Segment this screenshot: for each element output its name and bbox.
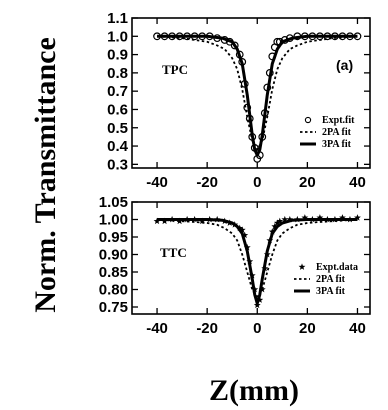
x-axis-label: Z(mm) bbox=[209, 374, 299, 407]
data-point bbox=[241, 231, 249, 239]
legend-label: 3PA fit bbox=[316, 286, 346, 297]
data-point bbox=[354, 214, 361, 221]
x-tick-label: 0 bbox=[253, 174, 261, 191]
data-point bbox=[301, 214, 309, 221]
panel-label: TTC bbox=[160, 245, 187, 260]
y-tick-label: 0.80 bbox=[99, 282, 128, 299]
data-point bbox=[316, 214, 324, 221]
legend-label: 2PA fit bbox=[316, 274, 346, 285]
legend-marker bbox=[298, 263, 306, 270]
legend-marker bbox=[304, 116, 312, 124]
data-point bbox=[286, 215, 294, 223]
data-point bbox=[276, 217, 284, 225]
y-tick-label: 0.4 bbox=[107, 138, 129, 155]
legend-label: 3PA fit bbox=[322, 139, 352, 150]
y-tick-label: 0.7 bbox=[107, 83, 128, 100]
y-tick-label: 1.05 bbox=[99, 194, 128, 211]
data-point bbox=[281, 215, 289, 223]
3pa-fit-line bbox=[157, 218, 358, 305]
y-tick-label: 0.75 bbox=[99, 299, 128, 316]
legend-label: 2PA fit bbox=[322, 127, 352, 138]
x-tick-label: 0 bbox=[253, 320, 261, 337]
x-tick-label: -20 bbox=[196, 320, 218, 337]
data-point bbox=[230, 41, 239, 50]
y-tick-label: 0.90 bbox=[99, 247, 128, 264]
y-tick-label: 1.1 bbox=[107, 10, 128, 27]
x-tick-label: -20 bbox=[196, 174, 218, 191]
x-tick-label: -40 bbox=[146, 174, 168, 191]
panel-label: TPC bbox=[162, 62, 188, 77]
y-tick-label: 0.3 bbox=[107, 156, 128, 173]
plot-frame bbox=[131, 17, 371, 169]
x-tick-label: -40 bbox=[146, 320, 168, 337]
2pa-fit-line bbox=[156, 218, 358, 298]
x-tick-label: 20 bbox=[299, 174, 316, 191]
data-point bbox=[273, 219, 281, 226]
y-axis-label: Norm. Transmittance bbox=[29, 37, 62, 313]
panel-top: 0.30.40.5 0.60.70.80.9 1.01.1 -40 -20 0 20 40 TP… bbox=[107, 10, 371, 191]
data-point bbox=[238, 226, 246, 233]
panel-letter: (a) bbox=[336, 57, 353, 73]
panel-bottom: 0.750.800.850.900.951.001.05 -40 -20 0 20 40 T… bbox=[99, 194, 371, 337]
x-tick-label: 40 bbox=[349, 174, 366, 191]
y-tick-label: 0.85 bbox=[99, 264, 128, 281]
plot-frame bbox=[131, 201, 371, 315]
legend-label: Expt.fit bbox=[322, 115, 355, 126]
y-tick-label: 0.9 bbox=[107, 47, 128, 64]
x-tick-label: 20 bbox=[299, 320, 316, 337]
2pa-fit-line bbox=[156, 35, 358, 151]
y-tick-label: 0.5 bbox=[107, 120, 128, 137]
y-tick-label: 0.8 bbox=[107, 65, 128, 82]
y-tick-label: 1.00 bbox=[99, 212, 128, 229]
y-tick-label: 1.0 bbox=[107, 28, 128, 45]
legend-label: Expt.data bbox=[316, 262, 358, 273]
data-point bbox=[339, 214, 346, 221]
y-tick-label: 0.95 bbox=[99, 229, 128, 246]
x-tick-label: 40 bbox=[349, 320, 366, 337]
3pa-fit-line bbox=[157, 34, 358, 157]
y-tick-label: 0.6 bbox=[107, 101, 128, 118]
data-point bbox=[271, 222, 279, 230]
